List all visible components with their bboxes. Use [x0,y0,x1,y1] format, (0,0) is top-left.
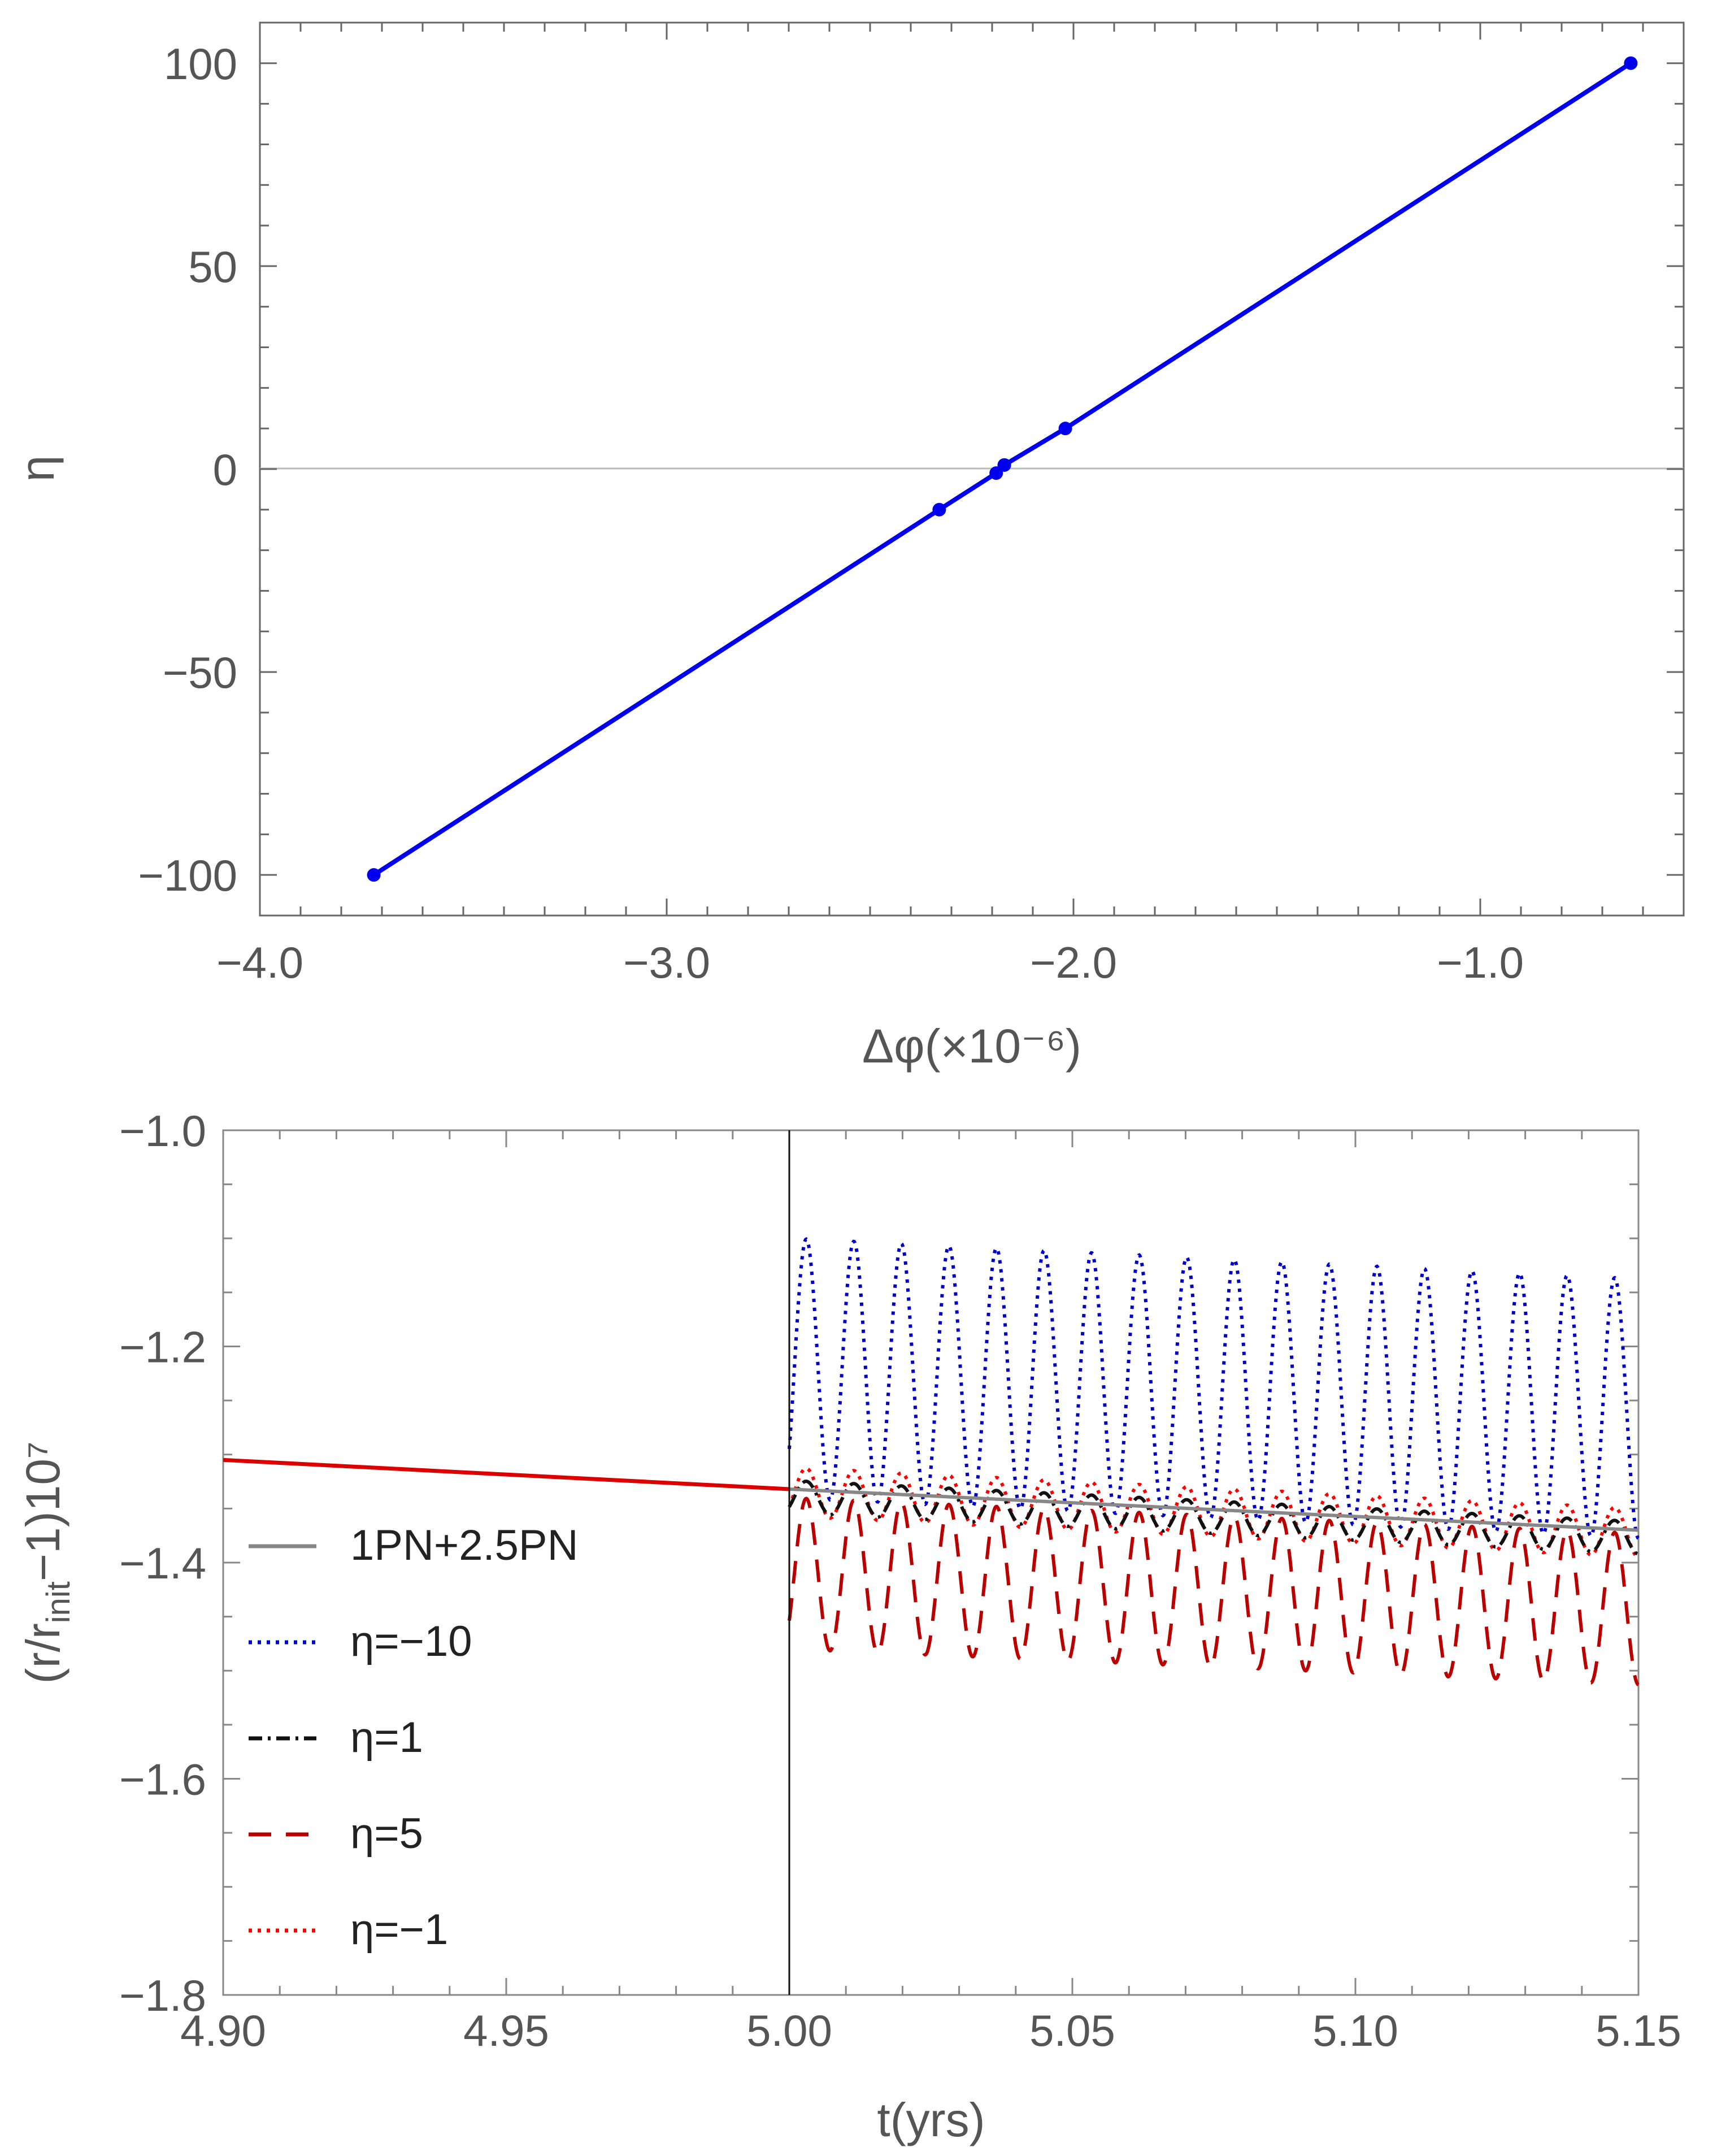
y-tick-label: −1.6 [119,1755,206,1804]
y-tick-label: −1.2 [119,1322,206,1372]
x-tick-label: 5.05 [1029,2006,1115,2055]
x-tick-label: 5.00 [746,2006,832,2055]
x-tick-label: −4.0 [216,938,303,987]
x-tick-label: −1.0 [1437,938,1524,987]
legend-label: 1PN+2.5PN [350,1521,578,1569]
legend-label: η=−1 [350,1906,448,1954]
bottom-chart: 4.90 4.95 5.00 5.05 5.10 5.15 −1.0−1.2−1.4−1.… [16,1106,1681,2146]
x-tick-label: −2.0 [1030,938,1117,987]
bottom-series-group [223,1237,1640,1686]
series-line [788,1467,1639,1559]
y-tick-label: −1.4 [119,1538,206,1588]
y-tick-label: 100 [164,39,237,89]
y-tick-label: 50 [188,242,237,292]
top-series-group [367,56,1638,882]
top-x-axis-title: Δφ(×10⁻⁶) [862,1020,1081,1073]
y-tick-label: 0 [213,445,237,494]
top-y-axis-title: η [11,456,64,482]
y-tick-label: −100 [138,851,237,900]
bottom-y-axis-title: (r/rinit−1)10⁷ [16,1442,77,1684]
legend-label: η=1 [350,1713,423,1762]
data-point [367,868,381,882]
top-y-tick-labels: −100 −50 0 50 100 [138,39,237,900]
x-tick-label: −3.0 [623,938,710,987]
y-tick-label: −50 [163,648,237,697]
bottom-x-tick-labels: 4.90 4.95 5.00 5.05 5.10 5.15 [180,2006,1681,2055]
data-point [932,502,946,517]
bottom-axis-ticks [222,1129,1640,1996]
x-tick-label: 5.15 [1596,2006,1681,2055]
top-chart: −4.0 −3.0 −2.0 −1.0 −100 −50 0 50 100 Δφ(×10⁻⁶)… [11,21,1685,1073]
legend-label: η=5 [350,1810,423,1858]
bottom-legend: 1PN+2.5PN η=−10 η=1 η=5 η=−1 [249,1521,578,1954]
top-x-tick-labels: −4.0 −3.0 −2.0 −1.0 [216,938,1524,987]
series-line [789,1487,1638,1532]
series-line [788,1496,1640,1686]
y-tick-label: −1.0 [119,1106,206,1156]
y-tick-label: −1.8 [119,1971,206,2020]
bottom-y-tick-labels: −1.0 −1.2 −1.4 −1.6 −1.8 [119,1106,206,2020]
data-point [1624,56,1638,70]
x-tick-label: 4.90 [180,2006,266,2055]
bottom-x-axis-title: t(yrs) [877,2093,985,2146]
top-axis-ticks [259,21,1685,917]
legend-label: η=−10 [350,1617,472,1665]
x-tick-label: 4.95 [463,2006,549,2055]
x-tick-label: 5.10 [1312,2006,1398,2055]
pre-segment-line [223,1457,790,1491]
series-line [788,1480,1639,1556]
series-line [788,1237,1640,1540]
data-point [1058,422,1072,436]
data-point [997,458,1011,472]
